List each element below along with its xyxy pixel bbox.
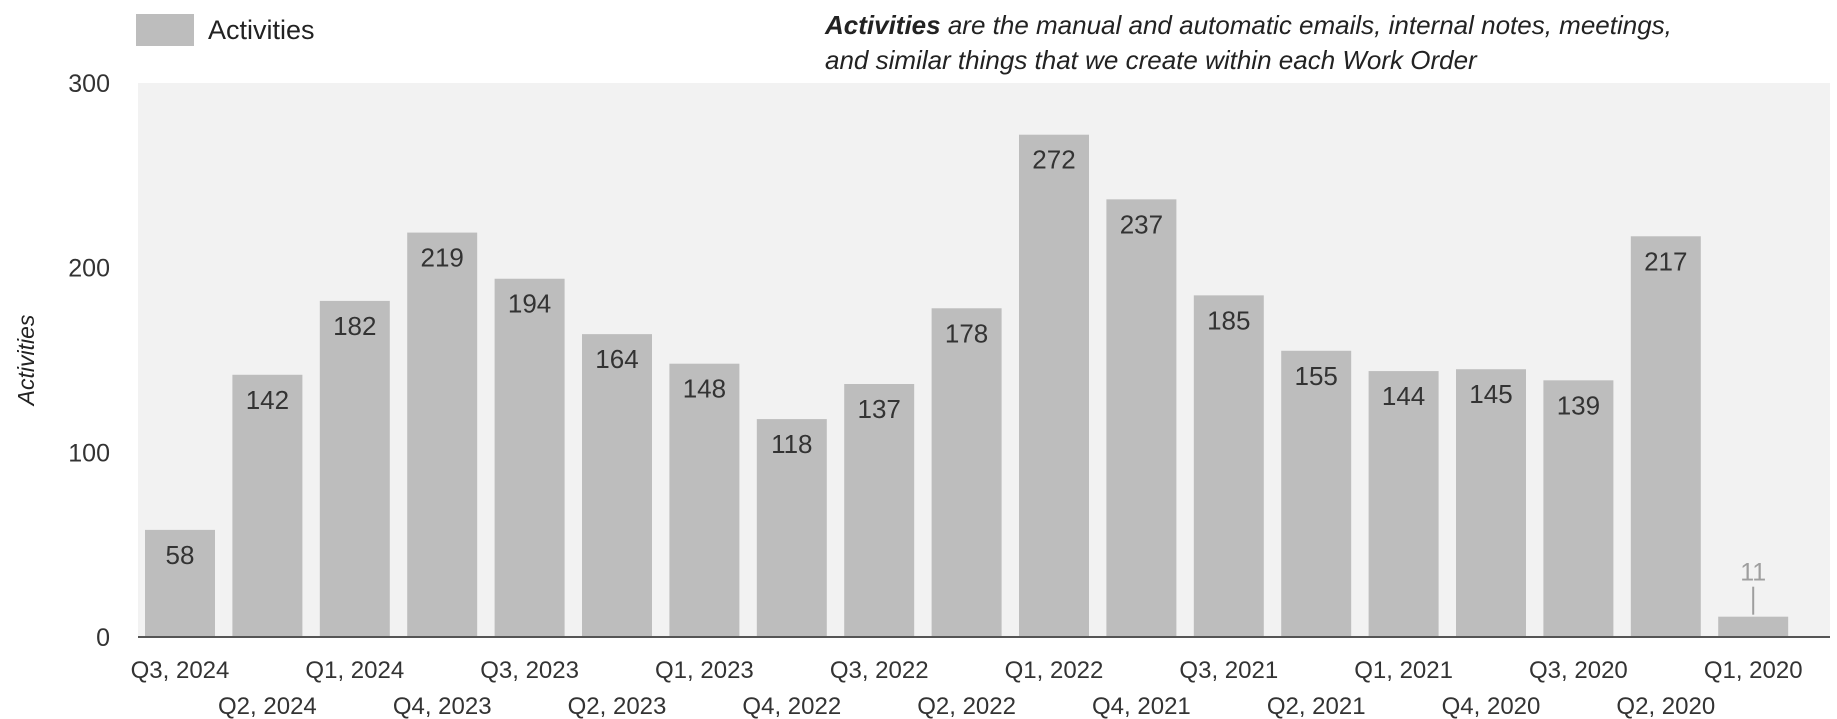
x-tick-label: Q1, 2020	[1704, 657, 1803, 684]
x-tick-label: Q1, 2024	[305, 657, 404, 684]
note-lead: Activities	[825, 10, 941, 40]
bar	[1106, 199, 1177, 637]
data-label: 237	[1120, 209, 1163, 239]
x-tick-label: Q4, 2022	[742, 693, 841, 719]
bar	[1019, 134, 1089, 637]
y-tick-label: 0	[96, 624, 110, 652]
bar	[1368, 371, 1439, 637]
x-tick-label: Q2, 2023	[568, 693, 667, 719]
data-label: 164	[595, 344, 638, 374]
legend-label: Activities	[208, 14, 315, 45]
y-tick-label: 300	[68, 70, 110, 98]
x-tick-label: Q2, 2020	[1616, 693, 1715, 719]
x-tick-label: Q4, 2023	[393, 693, 492, 719]
x-tick-label: Q2, 2022	[917, 693, 1016, 719]
x-tick-label: Q1, 2023	[655, 657, 754, 684]
bar	[1630, 236, 1701, 638]
bar	[319, 300, 390, 637]
data-label: 272	[1032, 145, 1075, 175]
data-label: 155	[1295, 361, 1338, 391]
data-label: 142	[246, 385, 289, 415]
bar	[145, 529, 215, 637]
y-tick-label: 100	[68, 439, 110, 467]
note-line-2: and similar things that we create within…	[825, 45, 1477, 75]
bar	[494, 278, 565, 637]
bar	[844, 384, 915, 637]
x-tick-label: Q3, 2022	[830, 657, 929, 684]
note-line-1-rest: are the manual and automatic emails, int…	[940, 10, 1672, 40]
bar	[407, 232, 478, 637]
x-tick-label: Q2, 2021	[1267, 693, 1366, 719]
data-label: 194	[508, 289, 551, 319]
legend: Activities	[136, 14, 315, 46]
bar	[1543, 380, 1614, 637]
bar	[1718, 616, 1789, 637]
chart-note: Activities are the manual and automatic …	[825, 8, 1835, 78]
x-tick-label: Q3, 2024	[131, 657, 230, 684]
data-label: 217	[1644, 246, 1687, 276]
data-label: 148	[683, 374, 726, 404]
data-label: 178	[945, 318, 988, 348]
x-tick-label: Q3, 2023	[480, 657, 579, 684]
bar	[232, 374, 303, 637]
data-label: 182	[333, 311, 376, 341]
data-label: 58	[166, 540, 195, 570]
bar	[582, 334, 652, 637]
note-line-1: Activities are the manual and automatic …	[825, 8, 1835, 43]
data-label: 185	[1207, 305, 1250, 335]
x-tick-label: Q3, 2021	[1179, 657, 1278, 684]
data-label: 118	[771, 429, 812, 459]
bar	[669, 363, 740, 637]
data-label: 139	[1557, 390, 1600, 420]
bar	[756, 419, 827, 637]
data-label: 11	[1740, 559, 1766, 587]
data-label: 144	[1382, 381, 1425, 411]
x-tick-label: Q4, 2021	[1092, 693, 1191, 719]
y-tick-label: 200	[68, 255, 110, 283]
x-tick-label: Q4, 2020	[1442, 693, 1541, 719]
plot-area: 0 100 200 300 Activities 58 Q3, 2024 142 Q2, 202…	[13, 70, 1830, 719]
bar	[1456, 369, 1526, 637]
data-label: 137	[858, 394, 901, 424]
x-tick-label: Q2, 2024	[218, 693, 317, 719]
x-tick-label: Q1, 2022	[1005, 657, 1104, 684]
bar	[931, 308, 1002, 637]
y-axis-label: Activities	[13, 314, 39, 407]
x-tick-label: Q1, 2021	[1354, 657, 1453, 684]
legend-swatch	[136, 14, 194, 46]
data-label: 145	[1469, 379, 1512, 409]
x-tick-label: Q3, 2020	[1529, 657, 1628, 684]
bar	[1281, 350, 1352, 637]
data-label: 219	[421, 243, 464, 273]
bar	[1193, 295, 1264, 637]
